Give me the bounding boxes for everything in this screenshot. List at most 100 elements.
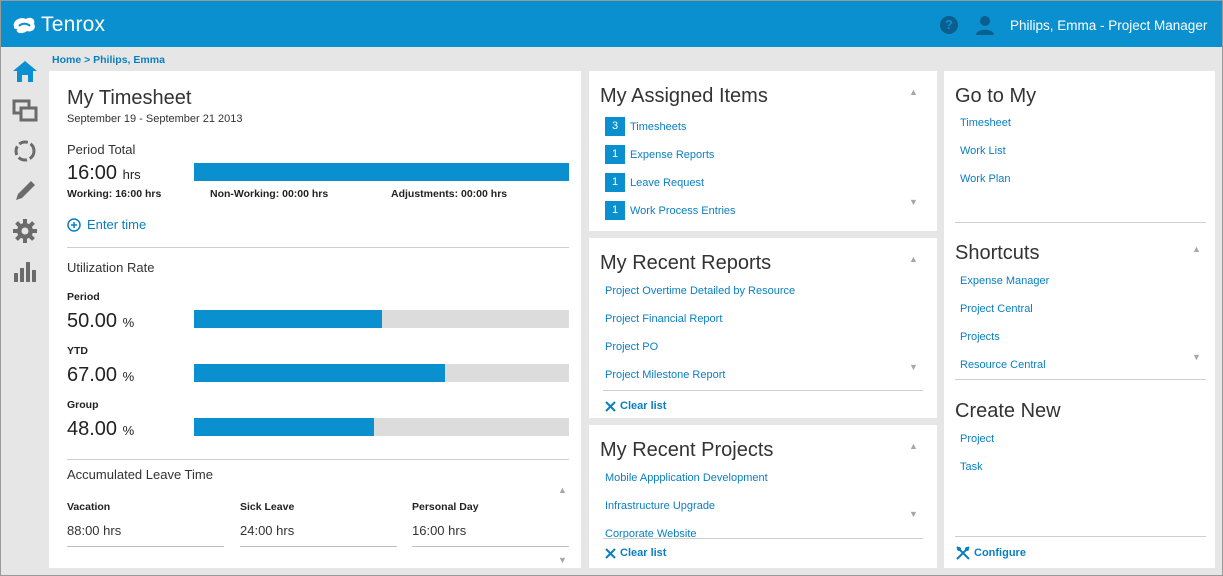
divider bbox=[67, 247, 569, 248]
sidebar-item-analytics[interactable] bbox=[11, 257, 39, 285]
sidebar-item-home[interactable] bbox=[11, 57, 39, 85]
sidebar-item-settings[interactable] bbox=[11, 217, 39, 245]
configure-label: Configure bbox=[974, 547, 1026, 559]
configure-button[interactable]: Configure bbox=[956, 546, 1026, 560]
collapse-up-icon[interactable]: ▲ bbox=[558, 485, 567, 495]
goto-work-plan-link[interactable]: Work Plan bbox=[960, 173, 1011, 185]
refresh-icon bbox=[14, 140, 36, 162]
clear-projects-label: Clear list bbox=[620, 547, 667, 559]
goto-timesheet-link[interactable]: Timesheet bbox=[960, 117, 1011, 129]
scroll-down-icon[interactable]: ▼ bbox=[909, 362, 918, 372]
collapse-up-icon[interactable]: ▲ bbox=[909, 254, 918, 264]
shortcut-link[interactable]: Project Central bbox=[960, 303, 1033, 315]
close-icon bbox=[605, 547, 616, 559]
app-logo[interactable]: Tenrox bbox=[11, 10, 105, 40]
create-task-link[interactable]: Task bbox=[960, 461, 983, 473]
report-link[interactable]: Project PO bbox=[605, 341, 659, 353]
adjustments-hours: Adjustments: 00:00 hrs bbox=[391, 188, 508, 200]
utilization-group-label: Group bbox=[67, 399, 99, 411]
user-icon[interactable] bbox=[976, 15, 994, 40]
utilization-ytd-unit: % bbox=[122, 369, 135, 384]
utilization-period-bar bbox=[194, 310, 569, 328]
timesheet-date-range: September 19 - September 21 2013 bbox=[67, 113, 243, 125]
scroll-down-icon[interactable]: ▼ bbox=[558, 555, 567, 565]
clear-projects-button[interactable]: Clear list bbox=[605, 547, 666, 559]
divider bbox=[603, 538, 923, 539]
divider bbox=[412, 546, 569, 547]
goto-work-list-link[interactable]: Work List bbox=[960, 145, 1006, 157]
enter-time-link[interactable]: Enter time bbox=[67, 217, 146, 232]
period-total-label: Period Total bbox=[67, 142, 136, 157]
divider bbox=[955, 222, 1206, 223]
assigned-item-timesheets[interactable]: Timesheets bbox=[630, 121, 687, 133]
divider bbox=[67, 459, 569, 460]
utilization-title: Utilization Rate bbox=[67, 260, 155, 275]
add-circle-icon bbox=[67, 217, 81, 232]
reports-title: My Recent Reports bbox=[600, 252, 772, 274]
assigned-item-work-process[interactable]: Work Process Entries bbox=[630, 205, 736, 217]
sidebar-item-edit[interactable] bbox=[11, 177, 39, 205]
project-link[interactable]: Corporate Website bbox=[605, 528, 697, 540]
assigned-title: My Assigned Items bbox=[600, 85, 768, 107]
divider bbox=[955, 536, 1206, 537]
shortcut-link[interactable]: Expense Manager bbox=[960, 275, 1050, 287]
period-total-unit: hrs bbox=[122, 167, 141, 182]
report-link[interactable]: Project Milestone Report bbox=[605, 369, 726, 381]
assigned-count-badge: 1 bbox=[605, 201, 625, 220]
scroll-down-icon[interactable]: ▼ bbox=[909, 509, 918, 519]
divider bbox=[955, 379, 1206, 380]
leave-personal-value: 16:00 hrs bbox=[412, 523, 467, 538]
utilization-period-label: Period bbox=[67, 291, 100, 303]
scroll-down-icon[interactable]: ▼ bbox=[1192, 352, 1201, 362]
leave-vacation-value: 88:00 hrs bbox=[67, 523, 122, 538]
divider bbox=[67, 546, 224, 547]
bar-chart-icon bbox=[14, 262, 36, 282]
non-working-hours: Non-Working: 00:00 hrs bbox=[210, 188, 329, 200]
timesheet-title: My Timesheet bbox=[67, 87, 192, 109]
assigned-count-badge: 1 bbox=[605, 173, 625, 192]
utilization-ytd-bar-fill bbox=[194, 364, 446, 382]
collapse-up-icon[interactable]: ▲ bbox=[909, 87, 918, 97]
leave-sick-label: Sick Leave bbox=[240, 501, 295, 513]
sidebar-item-cycle[interactable] bbox=[11, 137, 39, 165]
shortcut-link[interactable]: Resource Central bbox=[960, 359, 1046, 371]
report-link[interactable]: Project Financial Report bbox=[605, 313, 723, 325]
create-title: Create New bbox=[955, 400, 1061, 422]
utilization-period-unit: % bbox=[122, 315, 135, 330]
recent-projects-card: My Recent Projects ▲ Mobile Appplication… bbox=[589, 425, 937, 568]
period-total-bar-fill bbox=[194, 163, 569, 181]
assigned-item-expense-reports[interactable]: Expense Reports bbox=[630, 149, 715, 161]
scroll-down-icon[interactable]: ▼ bbox=[909, 197, 918, 207]
breadcrumb[interactable]: Home > Philips, Emma bbox=[52, 54, 165, 66]
windows-icon bbox=[12, 99, 38, 122]
timesheet-card: My Timesheet September 19 - September 21… bbox=[49, 71, 581, 568]
help-icon[interactable]: ? bbox=[940, 16, 958, 34]
shortcut-link[interactable]: Projects bbox=[960, 331, 1000, 343]
clear-reports-label: Clear list bbox=[620, 400, 667, 412]
leave-personal-label: Personal Day bbox=[412, 501, 479, 513]
utilization-group-value: 48.00 % bbox=[67, 418, 134, 441]
sidebar-item-windows[interactable] bbox=[11, 97, 39, 125]
project-link[interactable]: Infrastructure Upgrade bbox=[605, 500, 716, 512]
wrench-icon bbox=[956, 546, 970, 560]
clear-reports-button[interactable]: Clear list bbox=[605, 400, 666, 412]
home-icon bbox=[13, 61, 37, 82]
close-icon bbox=[605, 400, 616, 412]
gear-icon bbox=[13, 219, 37, 243]
divider bbox=[240, 546, 397, 547]
collapse-up-icon[interactable]: ▲ bbox=[1192, 244, 1201, 254]
user-name[interactable]: Philips, Emma - Project Manager bbox=[1010, 18, 1208, 33]
create-project-link[interactable]: Project bbox=[960, 433, 995, 445]
collapse-up-icon[interactable]: ▲ bbox=[909, 441, 918, 451]
assigned-count-badge: 3 bbox=[605, 117, 625, 136]
utilization-ytd-bar bbox=[194, 364, 569, 382]
utilization-period-number: 50.00 bbox=[67, 310, 118, 332]
pencil-icon bbox=[16, 181, 35, 200]
goto-title: Go to My bbox=[955, 85, 1037, 107]
assigned-item-leave-request[interactable]: Leave Request bbox=[630, 177, 704, 189]
period-total-number: 16:00 bbox=[67, 162, 118, 184]
working-hours: Working: 16:00 hrs bbox=[67, 188, 162, 200]
project-link[interactable]: Mobile Appplication Development bbox=[605, 472, 768, 484]
report-link[interactable]: Project Overtime Detailed by Resource bbox=[605, 285, 796, 297]
assigned-items-card: My Assigned Items ▲ 3 Timesheets 1 Expen… bbox=[589, 71, 937, 231]
